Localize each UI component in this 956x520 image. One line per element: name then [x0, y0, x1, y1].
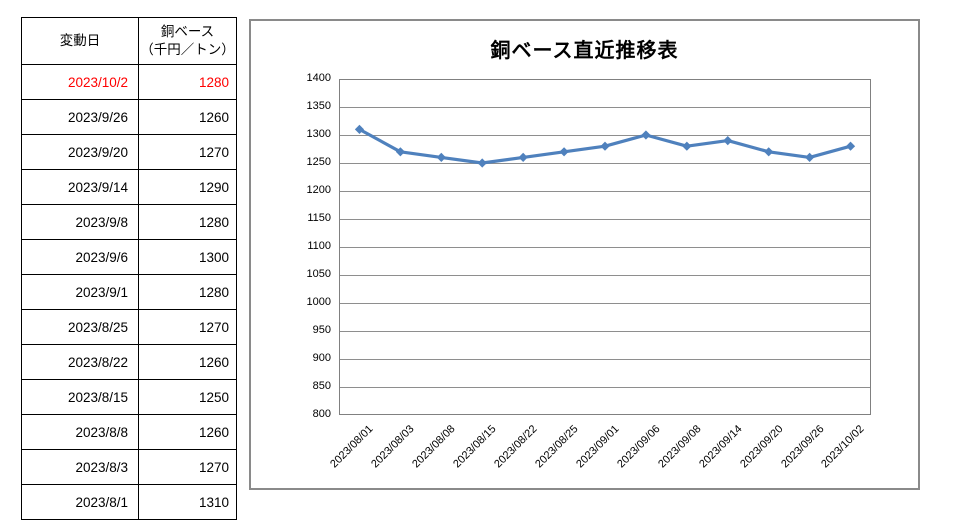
data-point-marker[interactable] — [436, 152, 446, 162]
table-row: 2023/8/3 1270 — [21, 449, 237, 485]
date-cell[interactable]: 2023/9/6 — [21, 239, 139, 275]
date-cell[interactable]: 2023/10/2 — [21, 64, 139, 100]
price-cell[interactable]: 1270 — [138, 449, 237, 485]
price-cell[interactable]: 1280 — [138, 204, 237, 240]
data-point-marker[interactable] — [845, 141, 856, 151]
table-row: 2023/8/22 1260 — [21, 344, 237, 380]
date-cell[interactable]: 2023/9/26 — [21, 99, 139, 135]
price-cell[interactable]: 1260 — [138, 414, 237, 450]
x-axis-tick-label: 2023/08/01 — [328, 423, 376, 471]
y-axis-tick-label: 1350 — [306, 100, 331, 112]
x-axis-tick-label: 2023/09/14 — [696, 423, 745, 471]
table-header-row: 変動日 銅ベース （千円／トン） — [21, 17, 237, 65]
col-header-date[interactable]: 変動日 — [21, 17, 139, 65]
chart-title: 銅ベース直近推移表 — [490, 40, 679, 62]
y-axis-tick-label: 900 — [312, 352, 331, 364]
x-axis-tick-label: 2023/09/20 — [737, 423, 786, 471]
table-row: 2023/8/8 1260 — [21, 414, 237, 450]
data-point-marker[interactable] — [600, 141, 610, 151]
price-cell[interactable]: 1270 — [138, 134, 237, 170]
date-cell[interactable]: 2023/9/1 — [21, 274, 139, 310]
date-cell[interactable]: 2023/9/14 — [21, 169, 139, 205]
y-axis-tick-label: 1100 — [307, 240, 331, 252]
x-axis-tick-label: 2023/08/08 — [410, 423, 458, 471]
data-point-marker[interactable] — [559, 147, 569, 157]
price-table: 変動日 銅ベース （千円／トン） 2023/10/2 1280 2023/9/26… — [21, 17, 237, 520]
x-axis-tick-label: 2023/09/01 — [574, 423, 622, 471]
date-cell[interactable]: 2023/9/20 — [21, 134, 139, 170]
table-row: 2023/9/26 1260 — [21, 99, 237, 135]
table-row: 2023/9/14 1290 — [21, 169, 237, 205]
y-axis-tick-label: 950 — [312, 324, 331, 336]
price-cell[interactable]: 1280 — [138, 274, 237, 310]
y-axis-tick-label: 1200 — [306, 184, 331, 196]
col-header-price[interactable]: 銅ベース （千円／トン） — [138, 17, 237, 65]
price-cell[interactable]: 1260 — [138, 344, 237, 380]
table-row: 2023/8/1 1310 — [21, 484, 237, 520]
table-row: 2023/8/25 1270 — [21, 309, 237, 345]
y-axis-tick-label: 850 — [312, 380, 331, 392]
data-point-marker[interactable] — [518, 152, 528, 162]
y-axis-tick-label: 1050 — [306, 268, 331, 280]
y-axis-tick-label: 800 — [312, 408, 331, 420]
plot-area — [339, 79, 871, 415]
price-cell[interactable]: 1290 — [138, 169, 237, 205]
price-cell[interactable]: 1250 — [138, 379, 237, 415]
y-axis-tick-label: 1250 — [306, 156, 331, 168]
x-axis-tick-label: 2023/08/22 — [492, 423, 540, 471]
y-axis-tick-label: 1150 — [307, 212, 331, 224]
x-axis-tick-label: 2023/09/08 — [655, 423, 704, 471]
x-axis-tick-label: 2023/10/02 — [819, 423, 868, 471]
table-body: 2023/10/2 1280 2023/9/26 1260 2023/9/20 127… — [21, 64, 237, 520]
table-row: 2023/9/8 1280 — [21, 204, 237, 240]
table-row: 2023/9/20 1270 — [21, 134, 237, 170]
line-chart-svg — [339, 79, 871, 415]
date-cell[interactable]: 2023/8/1 — [21, 484, 139, 520]
date-cell[interactable]: 2023/8/15 — [21, 379, 139, 415]
col-header-price-line2: （千円／トン） — [140, 42, 235, 57]
plot-border — [339, 79, 871, 415]
price-cell[interactable]: 1300 — [138, 239, 237, 275]
price-cell[interactable]: 1270 — [138, 309, 237, 345]
x-axis-tick-label: 2023/09/06 — [615, 423, 663, 471]
y-axis-tick-label: 1000 — [306, 296, 331, 308]
date-cell[interactable]: 2023/8/8 — [21, 414, 139, 450]
col-header-price-line1: 銅ベース — [160, 23, 215, 39]
data-point-marker[interactable] — [723, 136, 733, 146]
data-point-marker[interactable] — [682, 141, 692, 151]
copper-trend-chart[interactable]: 銅ベース直近推移表 800 850 900 950 1000 1050 1100 1150 12… — [249, 19, 920, 490]
date-cell[interactable]: 2023/9/8 — [21, 204, 139, 240]
price-cell[interactable]: 1310 — [138, 484, 237, 520]
table-row: 2023/10/2 1280 — [21, 64, 237, 100]
x-axis-tick-label: 2023/08/03 — [369, 423, 417, 471]
data-point-marker[interactable] — [805, 152, 815, 162]
price-cell[interactable]: 1280 — [138, 64, 237, 100]
table-row: 2023/8/15 1250 — [21, 379, 237, 415]
date-cell[interactable]: 2023/8/3 — [21, 449, 139, 485]
y-axis-tick-label: 1300 — [306, 128, 331, 140]
x-axis-tick-label: 2023/08/15 — [451, 423, 499, 471]
date-cell[interactable]: 2023/8/22 — [21, 344, 139, 380]
data-point-marker[interactable] — [764, 147, 774, 157]
table-row: 2023/9/6 1300 — [21, 239, 237, 275]
date-cell[interactable]: 2023/8/25 — [21, 309, 139, 345]
x-axis-tick-label: 2023/08/25 — [533, 423, 581, 471]
data-point-marker[interactable] — [641, 130, 651, 140]
table-row: 2023/9/1 1280 — [21, 274, 237, 310]
y-axis-tick-label: 1400 — [306, 72, 331, 84]
x-axis-tick-label: 2023/09/26 — [778, 423, 827, 471]
price-cell[interactable]: 1260 — [138, 99, 237, 135]
data-point-marker[interactable] — [477, 158, 487, 168]
